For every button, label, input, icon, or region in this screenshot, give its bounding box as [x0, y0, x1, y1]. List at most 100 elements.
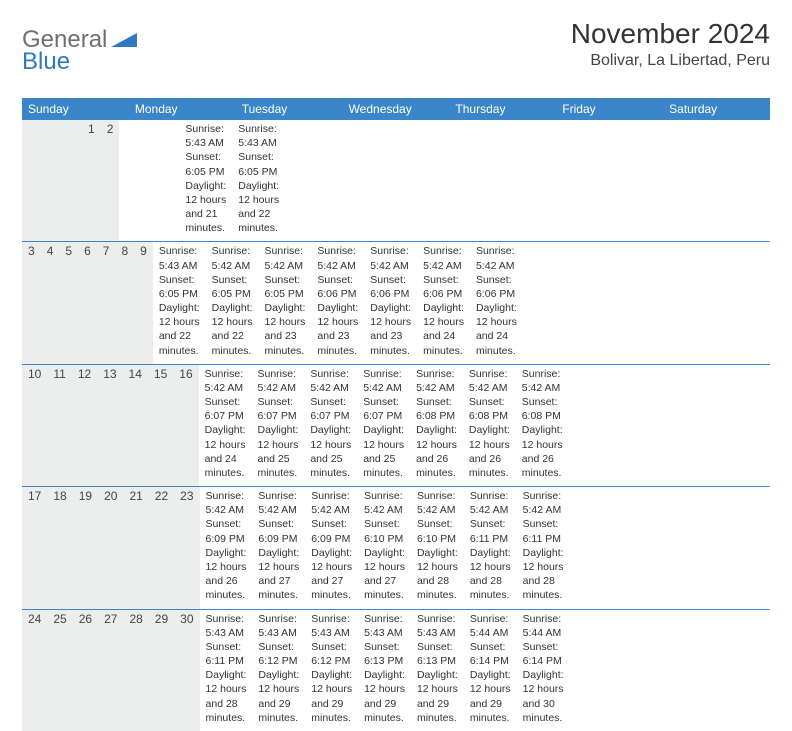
dow-cell: Saturday — [663, 98, 770, 120]
daylight-line: Daylight: 12 hours and 27 minutes. — [258, 546, 299, 603]
daylight-line: Daylight: 12 hours and 23 minutes. — [370, 301, 411, 358]
daylight-line: Daylight: 12 hours and 29 minutes. — [258, 668, 299, 725]
sunset-line: Sunset: 6:13 PM — [364, 640, 405, 668]
day-cell: Sunrise: 5:42 AMSunset: 6:07 PMDaylight:… — [199, 365, 252, 486]
sunrise-line: Sunrise: 5:42 AM — [470, 489, 511, 517]
dow-cell: Monday — [129, 98, 236, 120]
day-number: 27 — [98, 610, 123, 731]
sunset-line: Sunset: 6:05 PM — [265, 273, 306, 301]
dow-cell: Sunday — [22, 98, 129, 120]
sunrise-line: Sunrise: 5:42 AM — [310, 367, 351, 395]
daylight-line: Daylight: 12 hours and 26 minutes. — [206, 546, 247, 603]
sunset-line: Sunset: 6:11 PM — [470, 517, 511, 545]
day-cell: Sunrise: 5:42 AMSunset: 6:11 PMDaylight:… — [517, 487, 570, 608]
day-cell — [131, 120, 143, 241]
sunset-line: Sunset: 6:05 PM — [159, 273, 200, 301]
daylight-line: Daylight: 12 hours and 24 minutes. — [476, 301, 517, 358]
sunset-line: Sunset: 6:11 PM — [523, 517, 564, 545]
day-number: 28 — [123, 610, 148, 731]
day-number: 17 — [22, 487, 47, 608]
sunset-line: Sunset: 6:06 PM — [370, 273, 411, 301]
day-cell: Sunrise: 5:43 AMSunset: 6:13 PMDaylight:… — [358, 610, 411, 731]
sunset-line: Sunset: 6:09 PM — [311, 517, 352, 545]
calendar-page: General November 2024 Bolivar, La Libert… — [0, 0, 792, 612]
sunset-line: Sunset: 6:10 PM — [417, 517, 458, 545]
sunset-line: Sunset: 6:09 PM — [206, 517, 247, 545]
day-cell: Sunrise: 5:44 AMSunset: 6:14 PMDaylight:… — [464, 610, 517, 731]
dow-cell: Friday — [556, 98, 663, 120]
day-number: 29 — [149, 610, 174, 731]
day-number: 7 — [97, 242, 116, 363]
sunrise-line: Sunrise: 5:42 AM — [311, 489, 352, 517]
logo-subtext: Blue — [22, 48, 70, 76]
day-cell: Sunrise: 5:42 AMSunset: 6:06 PMDaylight:… — [311, 242, 364, 363]
day-cell: Sunrise: 5:42 AMSunset: 6:06 PMDaylight:… — [417, 242, 470, 363]
daylight-line: Daylight: 12 hours and 22 minutes. — [238, 179, 279, 236]
day-number: 10 — [22, 365, 47, 486]
logo-triangle-icon — [111, 29, 137, 52]
day-cell — [155, 120, 167, 241]
weeks-container: 12Sunrise: 5:43 AMSunset: 6:05 PMDayligh… — [22, 120, 770, 731]
content-row: Sunrise: 5:43 AMSunset: 6:05 PMDaylight:… — [153, 242, 523, 363]
day-cell: Sunrise: 5:44 AMSunset: 6:14 PMDaylight:… — [517, 610, 570, 731]
month-title: November 2024 — [571, 18, 770, 50]
sunset-line: Sunset: 6:14 PM — [523, 640, 564, 668]
daylight-line: Daylight: 12 hours and 26 minutes. — [522, 423, 563, 480]
sunrise-line: Sunrise: 5:42 AM — [476, 244, 517, 272]
daylight-line: Daylight: 12 hours and 29 minutes. — [311, 668, 352, 725]
sunrise-line: Sunrise: 5:42 AM — [212, 244, 253, 272]
day-number — [22, 120, 34, 241]
daylight-line: Daylight: 12 hours and 29 minutes. — [364, 668, 405, 725]
content-row: Sunrise: 5:43 AMSunset: 6:05 PMDaylight:… — [119, 120, 285, 241]
day-number: 2 — [101, 120, 120, 241]
week-row: 12 Sunrise: 5:43 AMSunset: 6:05 PMDayligh… — [22, 120, 770, 242]
day-cell — [167, 120, 179, 241]
sunset-line: Sunset: 6:07 PM — [257, 395, 298, 423]
sunset-line: Sunset: 6:05 PM — [185, 150, 226, 178]
sunset-line: Sunset: 6:06 PM — [423, 273, 464, 301]
sunrise-line: Sunrise: 5:43 AM — [364, 612, 405, 640]
calendar-grid: SundayMondayTuesdayWednesdayThursdayFrid… — [22, 98, 770, 731]
sunrise-line: Sunrise: 5:43 AM — [417, 612, 458, 640]
sunrise-line: Sunrise: 5:42 AM — [370, 244, 411, 272]
sunset-line: Sunset: 6:12 PM — [311, 640, 352, 668]
day-cell — [119, 120, 131, 241]
sunrise-line: Sunrise: 5:42 AM — [205, 367, 246, 395]
day-number: 24 — [22, 610, 47, 731]
day-number: 1 — [82, 120, 101, 241]
day-cell: Sunrise: 5:43 AMSunset: 6:13 PMDaylight:… — [411, 610, 464, 731]
day-number: 6 — [78, 242, 97, 363]
daylight-line: Daylight: 12 hours and 23 minutes. — [265, 301, 306, 358]
day-number: 26 — [73, 610, 98, 731]
day-number: 12 — [72, 365, 97, 486]
sunset-line: Sunset: 6:08 PM — [469, 395, 510, 423]
sunrise-line: Sunrise: 5:44 AM — [470, 612, 511, 640]
sunrise-line: Sunrise: 5:42 AM — [265, 244, 306, 272]
sunrise-line: Sunrise: 5:42 AM — [523, 489, 564, 517]
day-of-week-header: SundayMondayTuesdayWednesdayThursdayFrid… — [22, 98, 770, 120]
day-cell: Sunrise: 5:43 AMSunset: 6:05 PMDaylight:… — [232, 120, 285, 241]
day-number — [46, 120, 58, 241]
title-block: November 2024 Bolivar, La Libertad, Peru — [571, 18, 770, 70]
sunset-line: Sunset: 6:07 PM — [310, 395, 351, 423]
daylight-line: Daylight: 12 hours and 26 minutes. — [469, 423, 510, 480]
dow-cell: Thursday — [449, 98, 556, 120]
day-cell: Sunrise: 5:42 AMSunset: 6:06 PMDaylight:… — [364, 242, 417, 363]
content-row: Sunrise: 5:42 AMSunset: 6:09 PMDaylight:… — [200, 487, 570, 608]
sunset-line: Sunset: 6:05 PM — [238, 150, 279, 178]
day-number: 14 — [123, 365, 148, 486]
sunrise-line: Sunrise: 5:42 AM — [258, 489, 299, 517]
day-number: 19 — [73, 487, 98, 608]
day-number: 4 — [41, 242, 60, 363]
daylight-line: Daylight: 12 hours and 26 minutes. — [416, 423, 457, 480]
dow-cell: Tuesday — [236, 98, 343, 120]
sunrise-line: Sunrise: 5:42 AM — [364, 489, 405, 517]
sunset-line: Sunset: 6:06 PM — [317, 273, 358, 301]
day-cell: Sunrise: 5:42 AMSunset: 6:11 PMDaylight:… — [464, 487, 517, 608]
daylight-line: Daylight: 12 hours and 28 minutes. — [417, 546, 458, 603]
sunrise-line: Sunrise: 5:43 AM — [311, 612, 352, 640]
day-cell: Sunrise: 5:42 AMSunset: 6:10 PMDaylight:… — [358, 487, 411, 608]
daylight-line: Daylight: 12 hours and 23 minutes. — [317, 301, 358, 358]
day-number — [70, 120, 82, 241]
week-row: 17181920212223Sunrise: 5:42 AMSunset: 6:… — [22, 487, 770, 609]
